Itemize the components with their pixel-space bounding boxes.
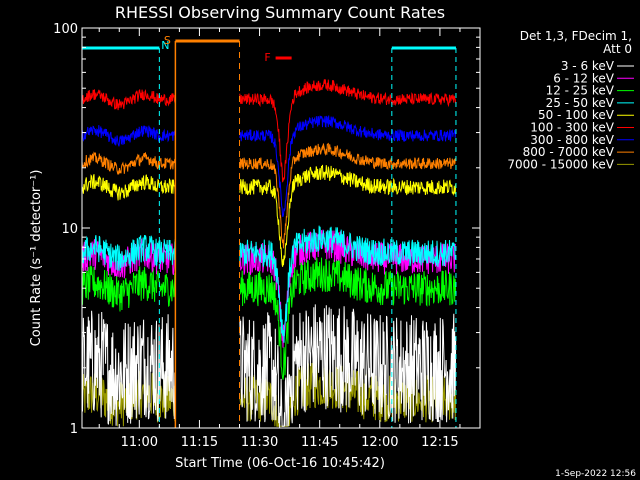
footer-date: 1-Sep-2022 12:56	[555, 469, 636, 479]
flare-flag-label: F	[264, 51, 270, 64]
legend-label: 50 - 100 keV	[538, 108, 615, 122]
trace-300-800-keV	[81, 115, 457, 217]
y-tick-label: 1	[70, 422, 78, 437]
legend-label: 6 - 12 keV	[553, 71, 615, 85]
chart-title: RHESSI Observing Summary Count Rates	[115, 3, 445, 22]
legend-header-line-2: Att 0	[603, 42, 632, 56]
x-tick-label: 11:15	[181, 435, 218, 450]
x-tick-label: 12:15	[421, 435, 458, 450]
legend-label: 300 - 800 keV	[530, 133, 614, 147]
axes: 11:00 11:15 11:30 11:45 12:00 12:15 1 10 100	[53, 22, 481, 450]
night-flag-label: N	[161, 39, 169, 52]
legend-label: 3 - 6 keV	[561, 59, 615, 73]
x-tick-label: 11:30	[241, 435, 278, 450]
data-traces	[81, 79, 457, 427]
saa-flag-label: S	[164, 34, 171, 47]
x-tick-label: 12:00	[361, 435, 398, 450]
y-tick-label: 100	[53, 22, 78, 37]
x-axis-label: Start Time (06-Oct-16 10:45:42)	[175, 456, 385, 471]
legend-label: 25 - 50 keV	[546, 96, 615, 110]
trace-800-7000-keV	[81, 142, 457, 249]
legend-header-line-1: Det 1,3, FDecim 1,	[520, 29, 632, 43]
legend-label: 7000 - 15000 keV	[507, 157, 614, 171]
legend-label: 12 - 25 keV	[546, 84, 615, 98]
y-tick-label: 10	[61, 222, 78, 237]
legend-label: 800 - 7000 keV	[523, 145, 615, 159]
x-tick-label: 11:45	[301, 435, 338, 450]
x-tick-label: 11:00	[121, 435, 158, 450]
trace-100-300-keV	[81, 79, 457, 183]
y-axis-label: Count Rate (s⁻¹ detector⁻¹)	[29, 170, 44, 347]
legend-label: 100 - 300 keV	[530, 121, 614, 135]
